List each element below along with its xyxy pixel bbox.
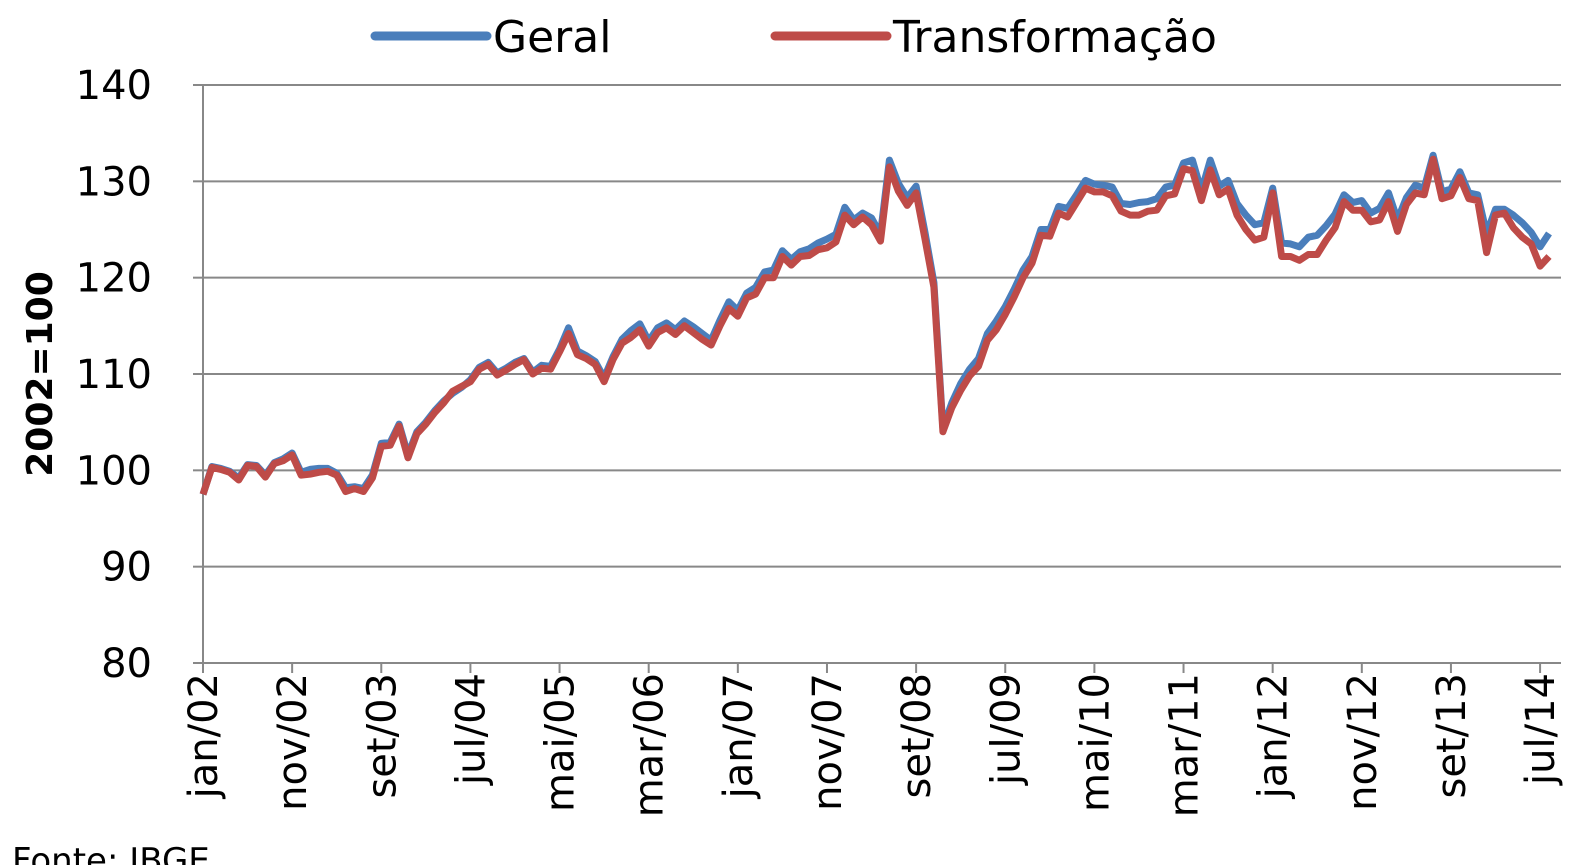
x-tick-label: jul/14 xyxy=(1518,673,1564,786)
x-tick-label: jan/07 xyxy=(716,673,762,799)
x-tick-label: mar/11 xyxy=(1162,673,1208,817)
y-tick-label: 130 xyxy=(76,159,152,205)
x-tick-label: set/08 xyxy=(894,673,940,799)
legend-label: Transformação xyxy=(892,12,1217,63)
x-tick-label: jan/02 xyxy=(181,673,227,799)
x-tick-label: mar/06 xyxy=(627,673,673,817)
source-note: Fonte: IBGE xyxy=(12,841,210,865)
x-tick-label: mai/05 xyxy=(538,673,584,812)
x-tick-label: jul/09 xyxy=(983,673,1029,786)
x-tick-label: nov/02 xyxy=(270,673,316,811)
x-tick-label: jul/04 xyxy=(448,673,494,786)
y-tick-label: 110 xyxy=(76,352,152,398)
x-tick-label: nov/12 xyxy=(1340,673,1386,811)
x-tick-label: mai/10 xyxy=(1072,673,1118,812)
y-tick-label: 100 xyxy=(76,448,152,494)
x-tick-label: nov/07 xyxy=(805,673,851,811)
y-tick-label: 120 xyxy=(76,256,152,302)
legend-label: Geral xyxy=(493,12,611,63)
x-tick-label: set/03 xyxy=(359,673,405,799)
x-tick-label: set/13 xyxy=(1429,673,1475,799)
y-tick-label: 140 xyxy=(76,63,152,109)
series-line xyxy=(199,155,1552,496)
y-tick-label: 90 xyxy=(101,545,152,591)
y-tick-label: 80 xyxy=(101,641,152,687)
x-tick-label: jan/12 xyxy=(1251,673,1297,799)
y-axis-title: 2002=100 xyxy=(20,271,61,477)
